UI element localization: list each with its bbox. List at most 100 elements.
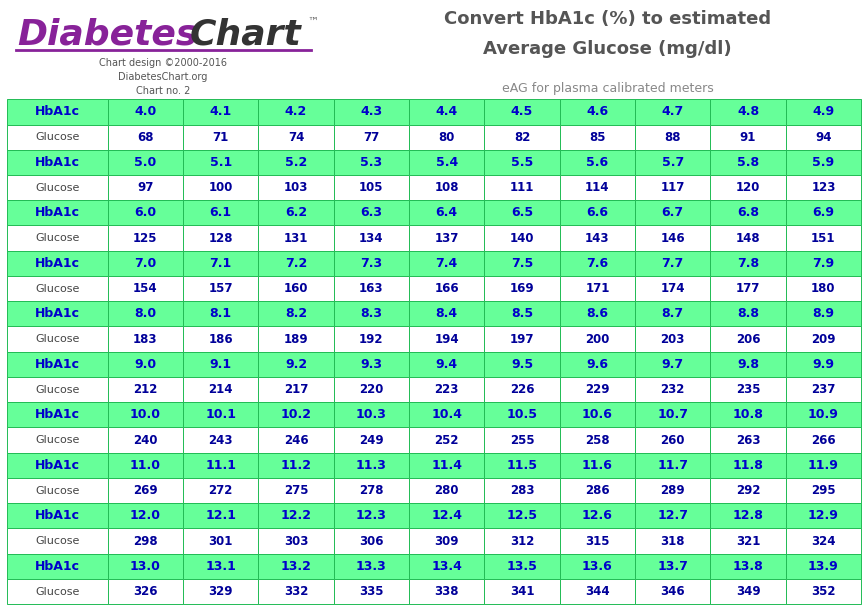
- Text: 9.1: 9.1: [210, 358, 232, 371]
- Text: Glucose: Glucose: [35, 233, 80, 243]
- Text: 131: 131: [284, 231, 308, 245]
- Bar: [710, 225, 786, 251]
- Bar: [484, 554, 560, 579]
- Text: 6.9: 6.9: [812, 206, 834, 219]
- Bar: [108, 402, 183, 428]
- Text: 7.9: 7.9: [812, 257, 834, 270]
- Text: 163: 163: [359, 282, 384, 295]
- Text: 11.4: 11.4: [431, 459, 463, 472]
- Text: 6.3: 6.3: [360, 206, 383, 219]
- Bar: [183, 175, 259, 200]
- Bar: [409, 478, 484, 503]
- Text: Convert HbA1c (%) to estimated: Convert HbA1c (%) to estimated: [444, 10, 771, 27]
- Text: 13.1: 13.1: [206, 560, 236, 572]
- Text: 12.8: 12.8: [733, 509, 764, 523]
- Bar: [560, 200, 635, 225]
- Text: 344: 344: [585, 585, 609, 598]
- Text: 303: 303: [284, 535, 308, 547]
- Bar: [409, 579, 484, 604]
- Bar: [560, 326, 635, 352]
- Text: 11.1: 11.1: [205, 459, 236, 472]
- Bar: [409, 428, 484, 452]
- Text: HbA1c: HbA1c: [35, 257, 80, 270]
- Text: 9.6: 9.6: [587, 358, 608, 371]
- Bar: [560, 175, 635, 200]
- Bar: [710, 150, 786, 175]
- Bar: [786, 150, 861, 175]
- Bar: [635, 579, 710, 604]
- Text: 171: 171: [585, 282, 609, 295]
- Bar: [183, 326, 259, 352]
- Text: 258: 258: [585, 434, 609, 446]
- Text: 8.9: 8.9: [812, 308, 834, 320]
- Bar: [635, 529, 710, 554]
- Bar: [7, 326, 108, 352]
- Text: 9.3: 9.3: [360, 358, 383, 371]
- Text: 9.4: 9.4: [436, 358, 457, 371]
- Text: 237: 237: [812, 383, 836, 396]
- Bar: [710, 402, 786, 428]
- Text: Average Glucose (mg/dl): Average Glucose (mg/dl): [483, 40, 732, 58]
- Bar: [786, 301, 861, 326]
- Bar: [333, 99, 409, 124]
- Text: Chart design ©2000-2016
DiabetesChart.org
Chart no. 2: Chart design ©2000-2016 DiabetesChart.or…: [99, 58, 227, 96]
- Text: 9.7: 9.7: [661, 358, 684, 371]
- Bar: [7, 225, 108, 251]
- Text: 6.4: 6.4: [436, 206, 457, 219]
- Text: Glucose: Glucose: [35, 284, 80, 294]
- Bar: [108, 99, 183, 124]
- Bar: [259, 478, 333, 503]
- Text: 292: 292: [736, 484, 760, 497]
- Bar: [333, 554, 409, 579]
- Text: 71: 71: [213, 131, 229, 144]
- Text: 68: 68: [137, 131, 154, 144]
- Text: 174: 174: [661, 282, 685, 295]
- Text: 10.2: 10.2: [280, 408, 312, 421]
- Bar: [183, 503, 259, 529]
- Text: 4.4: 4.4: [436, 105, 457, 118]
- Bar: [7, 503, 108, 529]
- Text: 12.7: 12.7: [657, 509, 688, 523]
- Text: 12.6: 12.6: [582, 509, 613, 523]
- Text: 4.1: 4.1: [209, 105, 232, 118]
- Bar: [560, 150, 635, 175]
- Text: 349: 349: [736, 585, 760, 598]
- Text: 5.4: 5.4: [436, 156, 457, 169]
- Text: 8.4: 8.4: [436, 308, 457, 320]
- Bar: [786, 452, 861, 478]
- Text: HbA1c: HbA1c: [35, 206, 80, 219]
- Text: 4.2: 4.2: [285, 105, 307, 118]
- Bar: [484, 251, 560, 276]
- Bar: [710, 428, 786, 452]
- Bar: [7, 276, 108, 301]
- Bar: [259, 377, 333, 402]
- Text: 88: 88: [665, 131, 681, 144]
- Bar: [786, 402, 861, 428]
- Bar: [484, 478, 560, 503]
- Bar: [333, 200, 409, 225]
- Bar: [484, 428, 560, 452]
- Text: 10.7: 10.7: [657, 408, 688, 421]
- Bar: [635, 251, 710, 276]
- Text: 289: 289: [661, 484, 685, 497]
- Bar: [484, 377, 560, 402]
- Text: 10.4: 10.4: [431, 408, 463, 421]
- Text: Glucose: Glucose: [35, 183, 80, 192]
- Text: 200: 200: [585, 333, 609, 345]
- Bar: [710, 554, 786, 579]
- Bar: [710, 478, 786, 503]
- Text: 97: 97: [137, 181, 154, 194]
- Text: 6.6: 6.6: [587, 206, 608, 219]
- Text: 223: 223: [435, 383, 459, 396]
- Bar: [560, 225, 635, 251]
- Text: 183: 183: [133, 333, 158, 345]
- Bar: [409, 276, 484, 301]
- Text: 140: 140: [510, 231, 535, 245]
- Text: 160: 160: [284, 282, 308, 295]
- Text: 338: 338: [435, 585, 459, 598]
- Bar: [7, 579, 108, 604]
- Text: 7.1: 7.1: [209, 257, 232, 270]
- Bar: [560, 579, 635, 604]
- Text: HbA1c: HbA1c: [35, 308, 80, 320]
- Bar: [635, 175, 710, 200]
